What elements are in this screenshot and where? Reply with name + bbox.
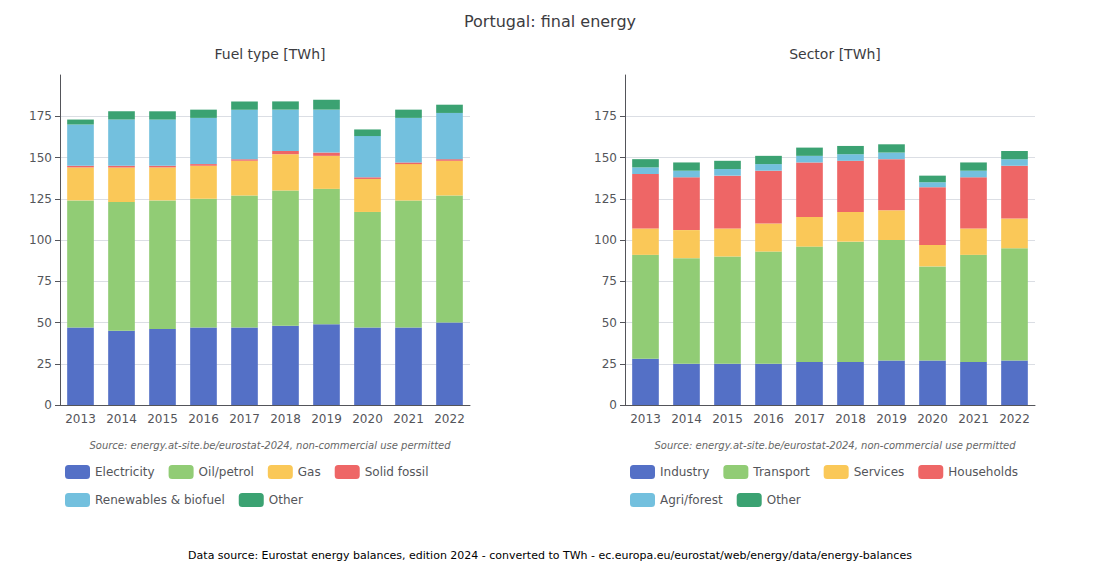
svg-text:2021: 2021 (958, 412, 989, 426)
svg-text:Source: energy.at-site.be/euro: Source: energy.at-site.be/eurostat-2024,… (89, 440, 451, 451)
svg-text:175: 175 (594, 109, 617, 123)
svg-text:2016: 2016 (753, 412, 784, 426)
svg-text:2020: 2020 (352, 412, 383, 426)
svg-text:Industry: Industry (660, 465, 709, 479)
svg-text:2017: 2017 (229, 412, 260, 426)
svg-text:25: 25 (37, 357, 52, 371)
svg-text:2015: 2015 (147, 412, 178, 426)
svg-text:Solid fossil: Solid fossil (365, 465, 429, 479)
svg-text:100: 100 (594, 233, 617, 247)
svg-text:25: 25 (602, 357, 617, 371)
svg-text:2018: 2018 (270, 412, 301, 426)
svg-text:Other: Other (767, 493, 801, 507)
svg-text:Electricity: Electricity (95, 465, 155, 479)
svg-text:75: 75 (602, 274, 617, 288)
svg-text:125: 125 (594, 192, 617, 206)
svg-text:2021: 2021 (393, 412, 424, 426)
svg-text:2013: 2013 (65, 412, 96, 426)
svg-text:50: 50 (37, 316, 52, 330)
svg-text:2020: 2020 (917, 412, 948, 426)
svg-text:2016: 2016 (188, 412, 219, 426)
svg-text:Households: Households (948, 465, 1018, 479)
svg-text:Agri/forest: Agri/forest (660, 493, 723, 507)
svg-text:50: 50 (602, 316, 617, 330)
svg-text:2022: 2022 (999, 412, 1030, 426)
svg-text:175: 175 (29, 109, 52, 123)
svg-text:2015: 2015 (712, 412, 743, 426)
svg-text:2019: 2019 (311, 412, 342, 426)
svg-text:0: 0 (44, 398, 52, 412)
svg-text:2018: 2018 (835, 412, 866, 426)
svg-text:Other: Other (269, 493, 303, 507)
svg-text:Portugal: final energy: Portugal: final energy (464, 12, 636, 31)
svg-text:75: 75 (37, 274, 52, 288)
svg-text:125: 125 (29, 192, 52, 206)
svg-text:Oil/petrol: Oil/petrol (199, 465, 254, 479)
svg-text:2017: 2017 (794, 412, 825, 426)
svg-text:Services: Services (854, 465, 905, 479)
svg-text:2014: 2014 (106, 412, 137, 426)
svg-text:Sector [TWh]: Sector [TWh] (789, 46, 881, 62)
svg-text:Transport: Transport (752, 465, 810, 479)
svg-text:150: 150 (29, 151, 52, 165)
svg-text:2014: 2014 (671, 412, 702, 426)
svg-text:100: 100 (29, 233, 52, 247)
svg-text:Renewables & biofuel: Renewables & biofuel (95, 493, 225, 507)
svg-text:2019: 2019 (876, 412, 907, 426)
svg-text:150: 150 (594, 151, 617, 165)
svg-text:Gas: Gas (298, 465, 321, 479)
svg-text:0: 0 (609, 398, 617, 412)
svg-text:Source: energy.at-site.be/euro: Source: energy.at-site.be/eurostat-2024,… (654, 440, 1016, 451)
svg-text:2013: 2013 (630, 412, 661, 426)
svg-text:2022: 2022 (434, 412, 465, 426)
svg-text:Data source: Eurostat energy b: Data source: Eurostat energy balances, e… (188, 549, 912, 562)
svg-text:Fuel type [TWh]: Fuel type [TWh] (214, 46, 325, 62)
